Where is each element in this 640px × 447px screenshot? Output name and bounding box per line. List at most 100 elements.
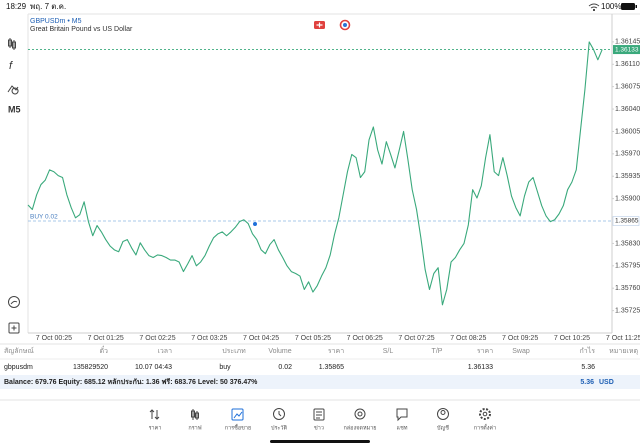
price-line <box>27 41 603 306</box>
table-cell[interactable]: 5.36 <box>581 364 595 371</box>
position-label: BUY 0.02 <box>30 214 58 221</box>
y-tick-label: 1.35830 <box>615 240 640 247</box>
y-tick-label: 1.35795 <box>615 263 640 270</box>
account-summary: Balance: 679.76 Equity: 685.12 หลักประกั… <box>4 378 258 386</box>
nav-item[interactable]: ประวัติ <box>271 424 287 431</box>
one-click-plus <box>316 22 323 28</box>
x-tick-label: 7 Oct 00:25 <box>36 335 72 342</box>
current-price-label: 1.36133 <box>615 46 639 53</box>
x-tick-label: 7 Oct 03:25 <box>191 335 227 342</box>
table-cell[interactable]: buy <box>219 364 231 371</box>
trade-icon[interactable] <box>339 19 351 31</box>
chart-type-icon[interactable] <box>8 38 16 50</box>
status-time: 18:29 <box>6 2 27 11</box>
home-indicator <box>270 440 370 443</box>
y-tick-label: 1.36040 <box>615 106 640 113</box>
table-header: T/P <box>432 348 443 355</box>
trade-icon-core <box>343 23 347 27</box>
table-header: Swap <box>512 348 530 355</box>
nav-item[interactable]: ข่าว <box>314 425 324 431</box>
nav-item[interactable]: การซื้อขาย <box>225 423 251 431</box>
x-tick-label: 7 Oct 04:25 <box>243 335 279 342</box>
y-tick-label: 1.35900 <box>615 195 640 202</box>
nav-icon-settings <box>479 408 491 420</box>
x-tick-label: 7 Oct 06:25 <box>347 335 383 342</box>
x-tick-label: 7 Oct 07:25 <box>398 335 434 342</box>
nav-item[interactable]: กล่องจดหมาย <box>343 425 376 431</box>
nav-item[interactable]: กราฟ <box>188 424 201 431</box>
trade-entry-marker <box>253 222 257 227</box>
table-header: S/L <box>383 348 394 355</box>
x-tick-label: 7 Oct 11:25 <box>606 335 640 342</box>
nav-icon-chat <box>396 408 408 422</box>
clock-hand <box>10 300 18 305</box>
table-header: ประเภท <box>222 348 246 355</box>
battery-level: 100% <box>601 2 621 11</box>
x-tick-label: 7 Oct 02:25 <box>139 335 175 342</box>
add-plus <box>11 325 17 331</box>
nav-item[interactable]: บัญชี <box>437 424 449 431</box>
account-summary-band <box>0 375 640 389</box>
wifi-icon <box>588 3 600 9</box>
nav-icon-mail <box>354 408 366 420</box>
table-header: กำไร <box>580 346 596 355</box>
nav-item[interactable]: แชท <box>397 424 408 431</box>
nav-icon-news-lines <box>316 411 322 419</box>
table-cell[interactable]: 1.36133 <box>468 364 493 371</box>
current-price-box <box>613 45 640 55</box>
y-tick-label: 1.36005 <box>615 128 640 135</box>
y-tick-label: 1.35725 <box>615 307 640 314</box>
position-price-label: 1.35865 <box>615 218 639 225</box>
table-header: หมายเหตุ <box>609 348 638 355</box>
position-price-box <box>612 216 640 226</box>
table-cell[interactable]: 10.07 04:43 <box>135 364 172 371</box>
table-cell[interactable]: 1.35865 <box>319 364 344 371</box>
nav-item[interactable]: ราคา <box>149 425 162 431</box>
nav-icon-trade-line <box>233 411 243 419</box>
nav-icon-account <box>437 408 449 420</box>
table-cell[interactable]: 135829520 <box>73 364 108 371</box>
nav-icon-settings-core <box>482 411 488 417</box>
table-header: เวลา <box>157 348 172 355</box>
add-icon[interactable] <box>8 322 20 334</box>
table-header: Volume <box>268 348 291 355</box>
x-tick-label: 7 Oct 08:25 <box>450 335 486 342</box>
nav-icons <box>149 408 491 422</box>
battery-icon <box>621 3 635 10</box>
nav-icon-history-hand <box>278 411 282 417</box>
nav-item[interactable]: การตั้งค่า <box>474 423 496 431</box>
nav-icon-mail-core <box>357 411 363 417</box>
nav-icon-trade <box>231 408 244 421</box>
y-tick-label: 1.36075 <box>615 84 640 91</box>
table-header: ราคา <box>328 348 344 355</box>
nav-icon-history <box>273 408 285 420</box>
objects-icon[interactable] <box>7 85 19 95</box>
account-profit: 5.36 <box>580 379 594 386</box>
table-cell[interactable]: gbpusdm <box>4 364 33 371</box>
x-tick-label: 7 Oct 01:25 <box>88 335 124 342</box>
x-tick-label: 7 Oct 09:25 <box>502 335 538 342</box>
account-currency: USD <box>599 379 614 386</box>
clock-icon[interactable] <box>8 296 20 308</box>
x-tick-label: 7 Oct 10:25 <box>554 335 590 342</box>
nav-icon-quotes <box>149 409 160 420</box>
chart-title: GBPUSDm • M5 <box>30 18 82 25</box>
indicator-icon[interactable]: f <box>9 60 13 72</box>
status-date: พฤ. 7 ต.ค. <box>30 2 66 11</box>
y-tick-label: 1.36110 <box>615 61 640 68</box>
y-tick-label: 1.35970 <box>615 151 640 158</box>
y-tick-label: 1.35935 <box>615 173 640 180</box>
table-cell[interactable]: 0.02 <box>278 364 292 371</box>
wifi-dot <box>593 9 595 11</box>
nav-icon-account-head <box>440 410 446 415</box>
x-tick-label: 7 Oct 05:25 <box>295 335 331 342</box>
table-header: สัญลักษณ์ <box>4 347 34 355</box>
battery-tip <box>635 5 637 8</box>
nav-icon-news <box>313 408 325 421</box>
timeframe-button[interactable]: M5 <box>8 104 21 114</box>
table-header: ตั๋ว <box>100 346 109 355</box>
chart-description: Great Britain Pound vs US Dollar <box>30 26 133 33</box>
